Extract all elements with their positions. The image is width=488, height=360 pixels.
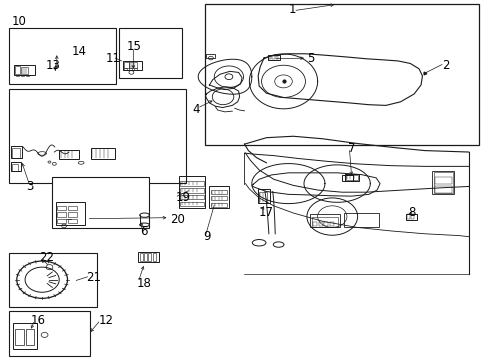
Text: 3: 3 — [26, 180, 33, 193]
Bar — [344, 174, 358, 181]
Bar — [57, 206, 66, 211]
Text: 8: 8 — [407, 207, 414, 220]
Bar — [9, 89, 186, 183]
Bar — [129, 62, 137, 68]
Bar — [180, 202, 203, 206]
Bar — [138, 252, 158, 262]
Bar — [178, 176, 205, 208]
Bar — [434, 186, 451, 193]
Bar — [9, 28, 116, 84]
Text: 18: 18 — [136, 277, 151, 290]
Text: 14: 14 — [71, 45, 86, 58]
Bar — [324, 222, 328, 226]
Bar — [129, 68, 132, 70]
Bar — [119, 28, 182, 78]
Bar — [209, 186, 228, 208]
Text: 4: 4 — [192, 103, 200, 116]
Bar — [272, 56, 274, 59]
Text: 11: 11 — [105, 52, 120, 65]
Bar — [148, 253, 151, 261]
Bar — [13, 323, 37, 348]
Text: 19: 19 — [175, 191, 190, 204]
Bar — [312, 222, 316, 226]
Bar — [57, 212, 66, 217]
Bar — [9, 253, 97, 307]
Bar — [180, 181, 203, 186]
Bar — [91, 148, 115, 159]
Bar — [12, 164, 18, 171]
Bar — [12, 148, 20, 158]
Bar — [318, 222, 322, 226]
Bar — [21, 75, 24, 76]
Text: 20: 20 — [170, 213, 185, 226]
Text: 16: 16 — [31, 314, 46, 327]
Bar — [15, 329, 23, 345]
Bar — [140, 253, 142, 261]
Bar — [25, 329, 34, 345]
Bar — [52, 177, 149, 228]
Bar — [330, 222, 333, 226]
Text: 2: 2 — [441, 59, 448, 72]
Bar — [431, 171, 453, 194]
Bar — [14, 65, 35, 75]
Bar — [68, 206, 77, 211]
Text: 21: 21 — [86, 271, 101, 284]
Bar — [153, 253, 156, 261]
Bar — [68, 212, 77, 217]
Bar — [406, 214, 416, 220]
Bar — [16, 75, 19, 76]
Bar — [344, 213, 378, 227]
Text: 9: 9 — [203, 230, 210, 243]
Bar — [258, 192, 267, 203]
Bar — [433, 172, 452, 193]
Bar — [11, 162, 21, 171]
Bar — [267, 55, 280, 59]
Text: 17: 17 — [259, 206, 274, 219]
Bar — [56, 202, 85, 225]
Bar — [21, 67, 28, 74]
Bar — [257, 189, 269, 203]
Bar — [180, 195, 203, 199]
Bar — [180, 188, 203, 193]
Bar — [9, 311, 90, 356]
Bar — [11, 146, 22, 158]
Bar — [204, 4, 478, 145]
Bar — [68, 219, 77, 224]
Bar — [206, 54, 215, 58]
Bar — [210, 190, 227, 194]
Text: 1: 1 — [288, 3, 295, 16]
Bar — [26, 75, 29, 76]
Text: 15: 15 — [126, 40, 141, 53]
Text: 12: 12 — [98, 314, 113, 327]
Bar — [144, 253, 147, 261]
Bar — [122, 60, 142, 69]
Bar — [434, 177, 451, 184]
Text: 22: 22 — [39, 251, 54, 264]
Bar — [410, 215, 413, 220]
Text: 13: 13 — [45, 59, 61, 72]
Bar — [311, 217, 337, 226]
Bar — [310, 214, 339, 227]
Bar — [210, 197, 227, 201]
Bar — [123, 62, 129, 68]
Bar — [15, 66, 20, 74]
Bar — [345, 175, 357, 180]
Text: 10: 10 — [11, 15, 26, 28]
Bar — [268, 56, 271, 59]
Text: 7: 7 — [347, 142, 355, 155]
Bar — [59, 150, 79, 159]
Bar — [134, 68, 137, 70]
Bar — [407, 215, 409, 220]
Bar — [275, 56, 278, 59]
Bar — [124, 68, 127, 70]
Bar — [57, 219, 66, 224]
Bar — [210, 203, 227, 207]
Bar — [341, 175, 352, 181]
Text: 6: 6 — [140, 225, 147, 238]
Text: 5: 5 — [306, 51, 314, 64]
